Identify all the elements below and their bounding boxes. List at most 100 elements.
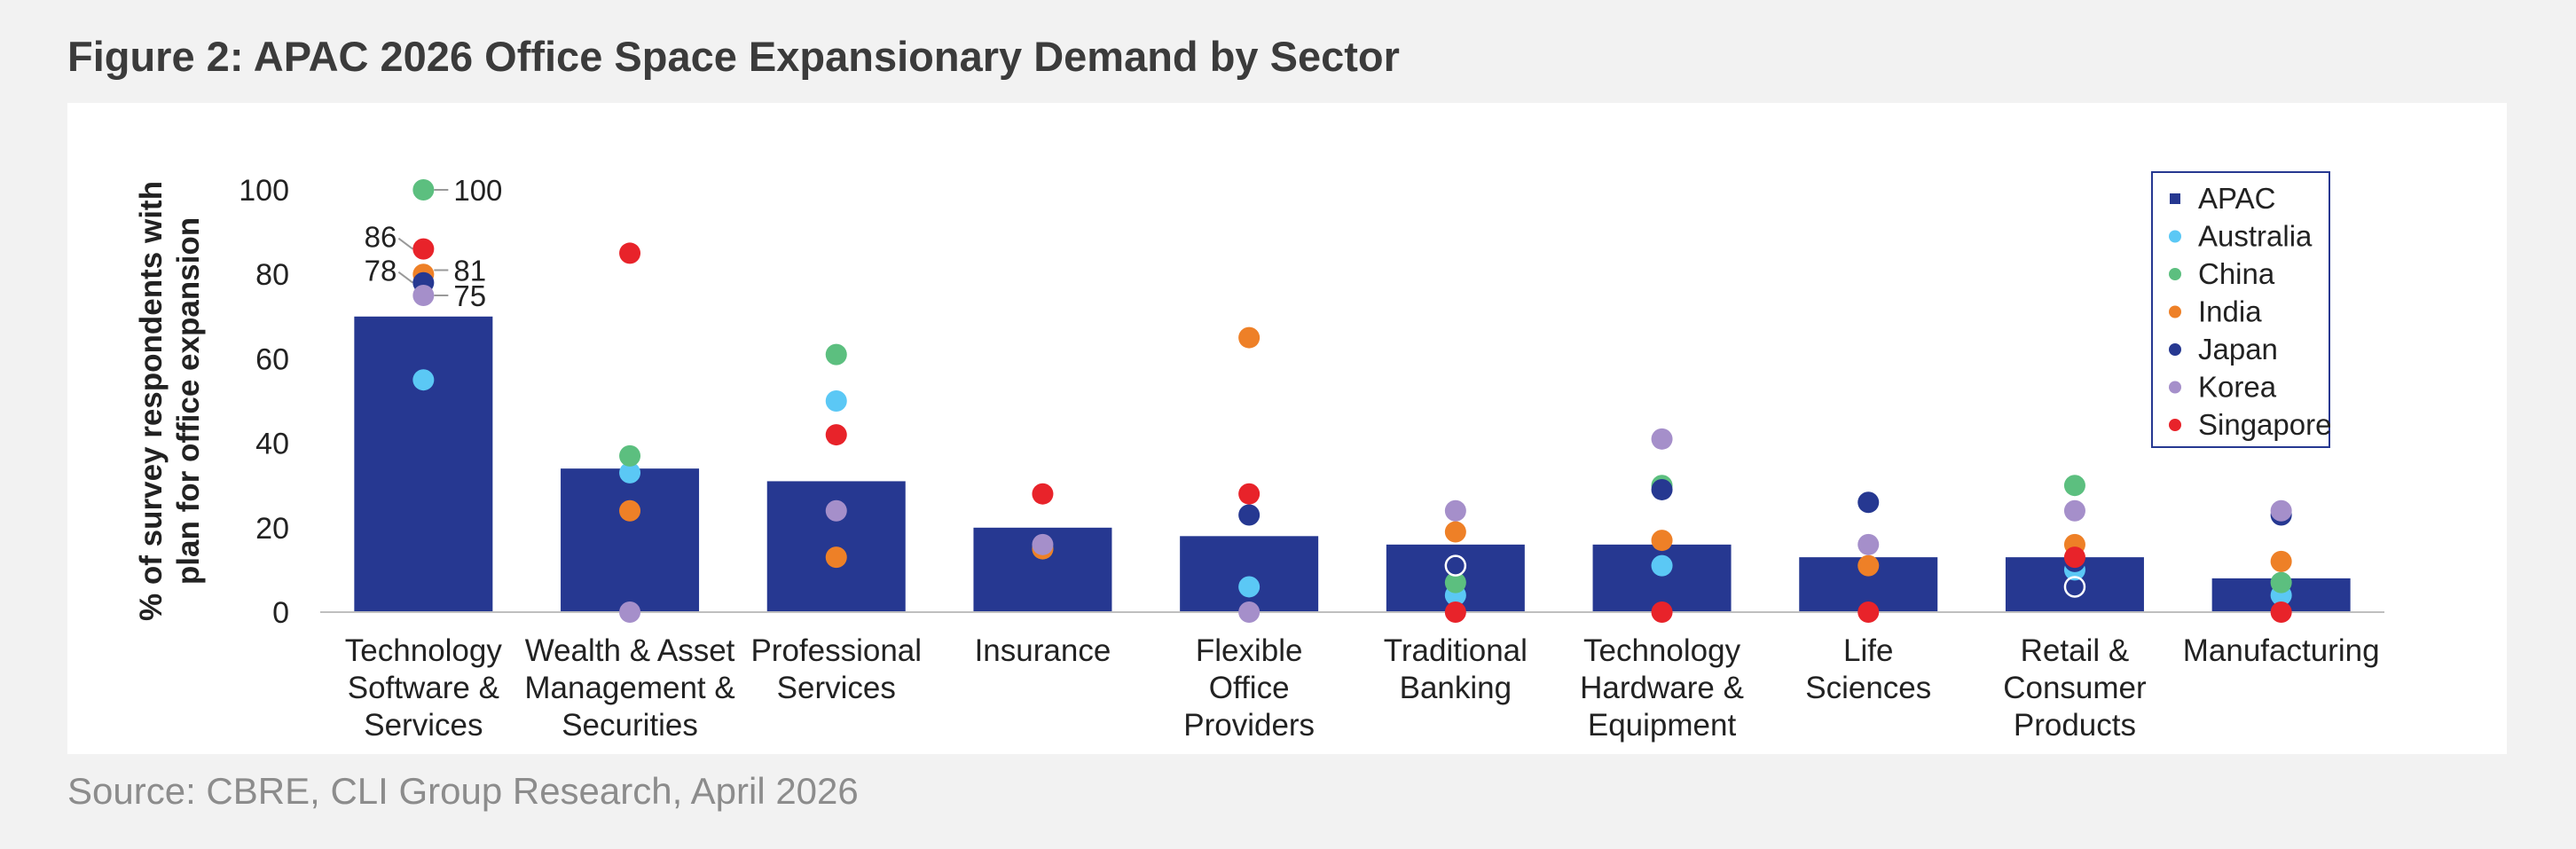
category-label-line: Management & <box>524 671 734 705</box>
y-tick-label: 100 <box>239 174 289 208</box>
category-label-line: Consumer <box>2003 671 2147 705</box>
dot-korea <box>2063 499 2085 522</box>
dot-china <box>2270 571 2292 594</box>
y-axis-title-line: % of survey respondents with <box>134 181 169 621</box>
dot-india <box>1238 326 1261 349</box>
legend-label: India <box>2198 295 2262 328</box>
category-label-line: Hardware & <box>1580 671 1744 705</box>
dot-australia <box>1651 554 1673 577</box>
legend-marker-china <box>2169 268 2181 280</box>
dot-australia <box>1238 576 1261 598</box>
legend-marker-korea <box>2169 381 2181 394</box>
hollow-point <box>1444 554 1467 577</box>
bar-apac <box>561 468 700 612</box>
dot-singapore <box>2270 601 2292 623</box>
annotation-label: 86 <box>365 221 397 254</box>
category-label-line: Technology <box>345 633 503 668</box>
dot-korea <box>1651 428 1673 450</box>
y-axis-title: % of survey respondents withplan for off… <box>134 181 206 621</box>
legend-label: Australia <box>2198 220 2313 253</box>
legend-label: APAC <box>2198 182 2275 215</box>
dot-singapore <box>412 238 435 260</box>
bar-apac <box>1180 536 1319 612</box>
legend-box <box>2151 171 2330 448</box>
dot-japan <box>1857 491 1880 514</box>
y-tick-label: 0 <box>272 596 289 630</box>
dot-japan <box>1238 504 1261 526</box>
annotation-label: 100 <box>453 174 502 207</box>
category-label: Technology Hardware & Equipment <box>1580 633 1744 743</box>
dot-australia <box>619 461 641 483</box>
legend-marker-india <box>2169 305 2181 318</box>
category-label-line: Wealth & Asset <box>525 633 735 668</box>
category-label-line: Traditional <box>1384 633 1528 668</box>
dot-china <box>412 179 435 200</box>
y-tick-label: 20 <box>255 512 289 546</box>
category-label-line: Products <box>2014 708 2136 743</box>
category-label-line: Technology <box>1583 633 1741 668</box>
category-label-line: Office <box>1209 671 1290 705</box>
legend-label: China <box>2198 257 2275 290</box>
dot-korea <box>1857 533 1880 555</box>
category-label: Technology Software & Services <box>345 633 503 743</box>
dot-singapore <box>1651 601 1673 623</box>
dot-korea <box>619 601 641 623</box>
annotation-leader <box>397 237 413 250</box>
hollow-point <box>2063 576 2086 598</box>
dot-australia <box>825 390 847 412</box>
dot-korea <box>1238 601 1261 623</box>
dot-india <box>1444 521 1466 543</box>
figure-title: Figure 2: APAC 2026 Office Space Expansi… <box>67 33 1400 80</box>
dot-china <box>619 444 641 467</box>
category-label: Manufacturing <box>2183 633 2380 668</box>
category-label: Flexible Office Providers <box>1183 633 1315 743</box>
y-axis-title-line: plan for office expansion <box>171 217 206 585</box>
dot-singapore <box>1857 601 1880 623</box>
dot-china <box>2063 475 2085 497</box>
category-label-line: Equipment <box>1588 708 1737 743</box>
category-label: Insurance <box>975 633 1111 668</box>
legend-marker-japan <box>2169 343 2181 356</box>
dot-korea <box>825 499 847 522</box>
category-label: Wealth & Asset Management & Securities <box>524 633 734 743</box>
category-label-line: Services <box>364 708 483 743</box>
source-note: Source: CBRE, CLI Group Research, April … <box>67 770 859 812</box>
dot-singapore <box>1238 483 1261 505</box>
legend-marker-singapore <box>2169 419 2181 431</box>
category-label: Retail & Consumer Products <box>2003 633 2147 743</box>
legend-marker-apac <box>2170 193 2180 204</box>
category-label-line: Software & <box>348 671 499 705</box>
dot-singapore <box>1444 601 1466 623</box>
legend-label: Singapore <box>2198 408 2331 441</box>
category-label-line: Manufacturing <box>2183 633 2380 668</box>
sector-demand-chart: 0 20 40 60 80 100 % of survey respondents with… <box>134 171 2384 743</box>
dot-india <box>2270 550 2292 572</box>
chart-panel: 0 20 40 60 80 100 % of survey respondents with… <box>67 103 2507 754</box>
dot-india <box>1651 530 1673 552</box>
annotation-label: 75 <box>453 279 486 312</box>
dot-japan <box>1444 554 1466 577</box>
category-label-line: Banking <box>1400 671 1512 705</box>
category-label: Professional Services <box>750 633 922 705</box>
category-label-line: Sciences <box>1805 671 1931 705</box>
dot-singapore <box>825 424 847 446</box>
dot-china <box>1444 571 1466 594</box>
dot-singapore <box>1032 483 1054 505</box>
dot-korea <box>412 285 435 306</box>
dot-india <box>1857 554 1880 577</box>
category-label-line: Professional <box>750 633 922 668</box>
category-label-line: Services <box>777 671 896 705</box>
dot-india <box>825 546 847 569</box>
dot-china <box>825 343 847 366</box>
annotation-label: 81 <box>453 254 486 287</box>
annotation-label: 78 <box>365 255 397 287</box>
dot-korea <box>1032 533 1054 555</box>
category-label-line: Providers <box>1183 708 1315 743</box>
dot-singapore <box>2063 546 2085 569</box>
bar-apac <box>354 316 493 612</box>
dot-korea <box>1444 499 1466 522</box>
category-label-line: Insurance <box>975 633 1111 668</box>
category-label-line: Flexible <box>1196 633 1303 668</box>
y-tick-label: 80 <box>255 258 289 292</box>
dot-australia <box>412 369 435 391</box>
